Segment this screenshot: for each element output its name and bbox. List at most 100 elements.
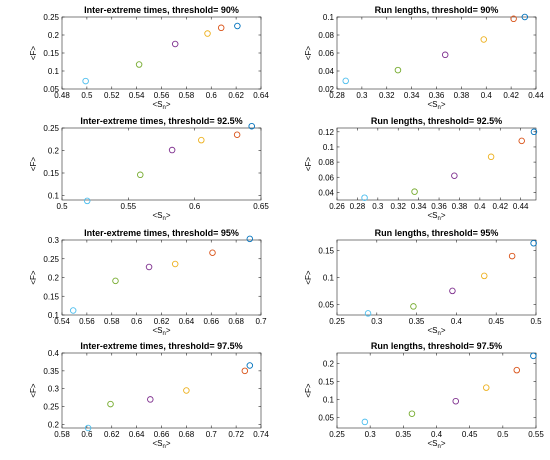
plot-frame	[336, 352, 537, 429]
data-point	[394, 66, 402, 74]
data-point	[530, 128, 538, 136]
plot-frame	[61, 352, 262, 429]
data-point	[508, 252, 516, 260]
y-tick-label: 0.25	[43, 255, 59, 264]
data-point	[246, 235, 254, 243]
x-axis-label: <Sn>	[427, 326, 445, 337]
x-tick-label: 0.58	[104, 317, 120, 326]
x-tick-label: 0.3	[365, 430, 377, 439]
x-axis-label: <Sn>	[152, 211, 170, 222]
data-point	[135, 61, 143, 68]
x-tick-label: 0.62	[154, 317, 170, 326]
x-tick-label: 0.7	[206, 430, 218, 439]
y-tick-label: 0.15	[43, 169, 59, 178]
y-tick-label: 0.08	[318, 158, 334, 167]
y-tick-label: 0.02	[318, 85, 334, 94]
data-point	[137, 171, 144, 179]
data-point	[198, 136, 205, 144]
x-tick-label: 0.56	[79, 317, 95, 326]
chart-panel-6: Run lengths, threshold= 95% 0.25 0.3 0.35 0.…	[304, 228, 542, 337]
chart-panel-8: Run lengths, threshold= 97.5% 0.25 0.3 0.35…	[304, 341, 544, 450]
x-tick-label: 0.66	[203, 317, 219, 326]
x-axis-label: <Sn>	[152, 100, 170, 111]
x-axis-label: <Sn>	[427, 211, 445, 222]
chart-panel-3: Inter-extreme times, threshold= 92.5% 0.5…	[29, 116, 269, 222]
y-axis-label: <F>	[304, 46, 313, 61]
chart-title: Run lengths, threshold= 97.5%	[371, 341, 502, 351]
chart-panel-5: Inter-extreme times, threshold= 95%0.54 0…	[29, 228, 267, 337]
y-tick-label: 0.25	[43, 13, 59, 22]
y-tick-label: 0.12	[318, 128, 334, 137]
y-tick-label: 0.05	[318, 413, 334, 422]
y-tick-label: 0.15	[318, 247, 334, 256]
x-axis-label: <Sn>	[152, 326, 170, 337]
x-tick-label: 0.72	[228, 430, 244, 439]
x-tick-label: 0.54	[54, 317, 70, 326]
data-point	[452, 397, 459, 405]
data-point	[483, 384, 490, 391]
x-tick-label: 0.32	[379, 91, 395, 100]
data-point	[411, 188, 418, 195]
x-tick-label: 0.68	[179, 430, 195, 439]
y-tick-label: 0.06	[318, 49, 334, 58]
y-tick-label: 0.1	[323, 395, 335, 404]
y-tick-label: 0.2	[48, 147, 60, 156]
data-point	[530, 352, 537, 360]
x-tick-label: 0.6	[131, 317, 143, 326]
x-tick-label: 0.36	[431, 202, 447, 211]
y-tick-label: 0.04	[318, 67, 334, 76]
data-point	[441, 51, 449, 59]
x-tick-label: 0.32	[390, 202, 406, 211]
plot-frame	[61, 127, 262, 201]
x-tick-label: 0.45	[462, 430, 478, 439]
y-tick-label: 0.3	[48, 385, 60, 394]
chart-panel-2: Run lengths, threshold= 90% 0.28 0.3 0.32 0.…	[304, 5, 544, 111]
data-point	[241, 367, 249, 375]
x-tick-label: 0.28	[350, 202, 366, 211]
x-tick-label: 0.64	[253, 91, 269, 100]
chart-title: Run lengths, threshold= 95%	[375, 228, 499, 238]
y-tick-label: 0.1	[48, 311, 60, 320]
data-point	[204, 30, 211, 37]
y-tick-label: 0.05	[43, 85, 59, 94]
y-tick-label: 0.1	[323, 13, 335, 22]
x-tick-label: 0.34	[404, 91, 420, 100]
x-tick-label: 0.4	[481, 91, 493, 100]
x-tick-label: 0.64	[129, 430, 145, 439]
x-tick-label: 0.44	[513, 202, 529, 211]
y-tick-label: 0.35	[43, 367, 59, 376]
data-point	[408, 410, 416, 417]
x-tick-label: 0.44	[528, 91, 544, 100]
data-point	[171, 260, 179, 268]
y-tick-label: 0.2	[323, 360, 335, 369]
data-point	[82, 77, 89, 85]
plot-frame	[336, 16, 537, 90]
y-axis-label: <F>	[29, 383, 38, 398]
x-tick-label: 0.35	[396, 430, 412, 439]
data-point	[510, 15, 517, 23]
y-tick-label: 0.2	[48, 31, 60, 40]
data-point	[168, 146, 176, 154]
x-tick-label: 0.42	[503, 91, 519, 100]
y-tick-label: 0.15	[318, 378, 334, 387]
x-tick-label: 0.6	[189, 202, 201, 211]
x-tick-label: 0.3	[371, 317, 383, 326]
x-tick-label: 0.35	[409, 317, 425, 326]
x-tick-label: 0.25	[329, 430, 345, 439]
x-tick-label: 0.6	[206, 91, 218, 100]
y-tick-label: 0.1	[323, 274, 335, 283]
y-tick-label: 0.05	[318, 300, 334, 309]
y-tick-label: 0.2	[48, 420, 60, 429]
data-point	[145, 263, 153, 271]
data-point	[342, 77, 349, 85]
data-point	[361, 194, 368, 201]
y-tick-label: 0.4	[48, 349, 60, 358]
x-tick-label: 0.55	[121, 202, 137, 211]
x-tick-label: 0.64	[179, 317, 195, 326]
x-tick-label: 0.48	[54, 91, 70, 100]
data-point	[364, 310, 372, 317]
data-point	[209, 249, 216, 256]
y-tick-label: 0.08	[318, 31, 334, 40]
chart-title: Run lengths, threshold= 92.5%	[371, 116, 502, 126]
x-tick-label: 0.56	[154, 91, 170, 100]
